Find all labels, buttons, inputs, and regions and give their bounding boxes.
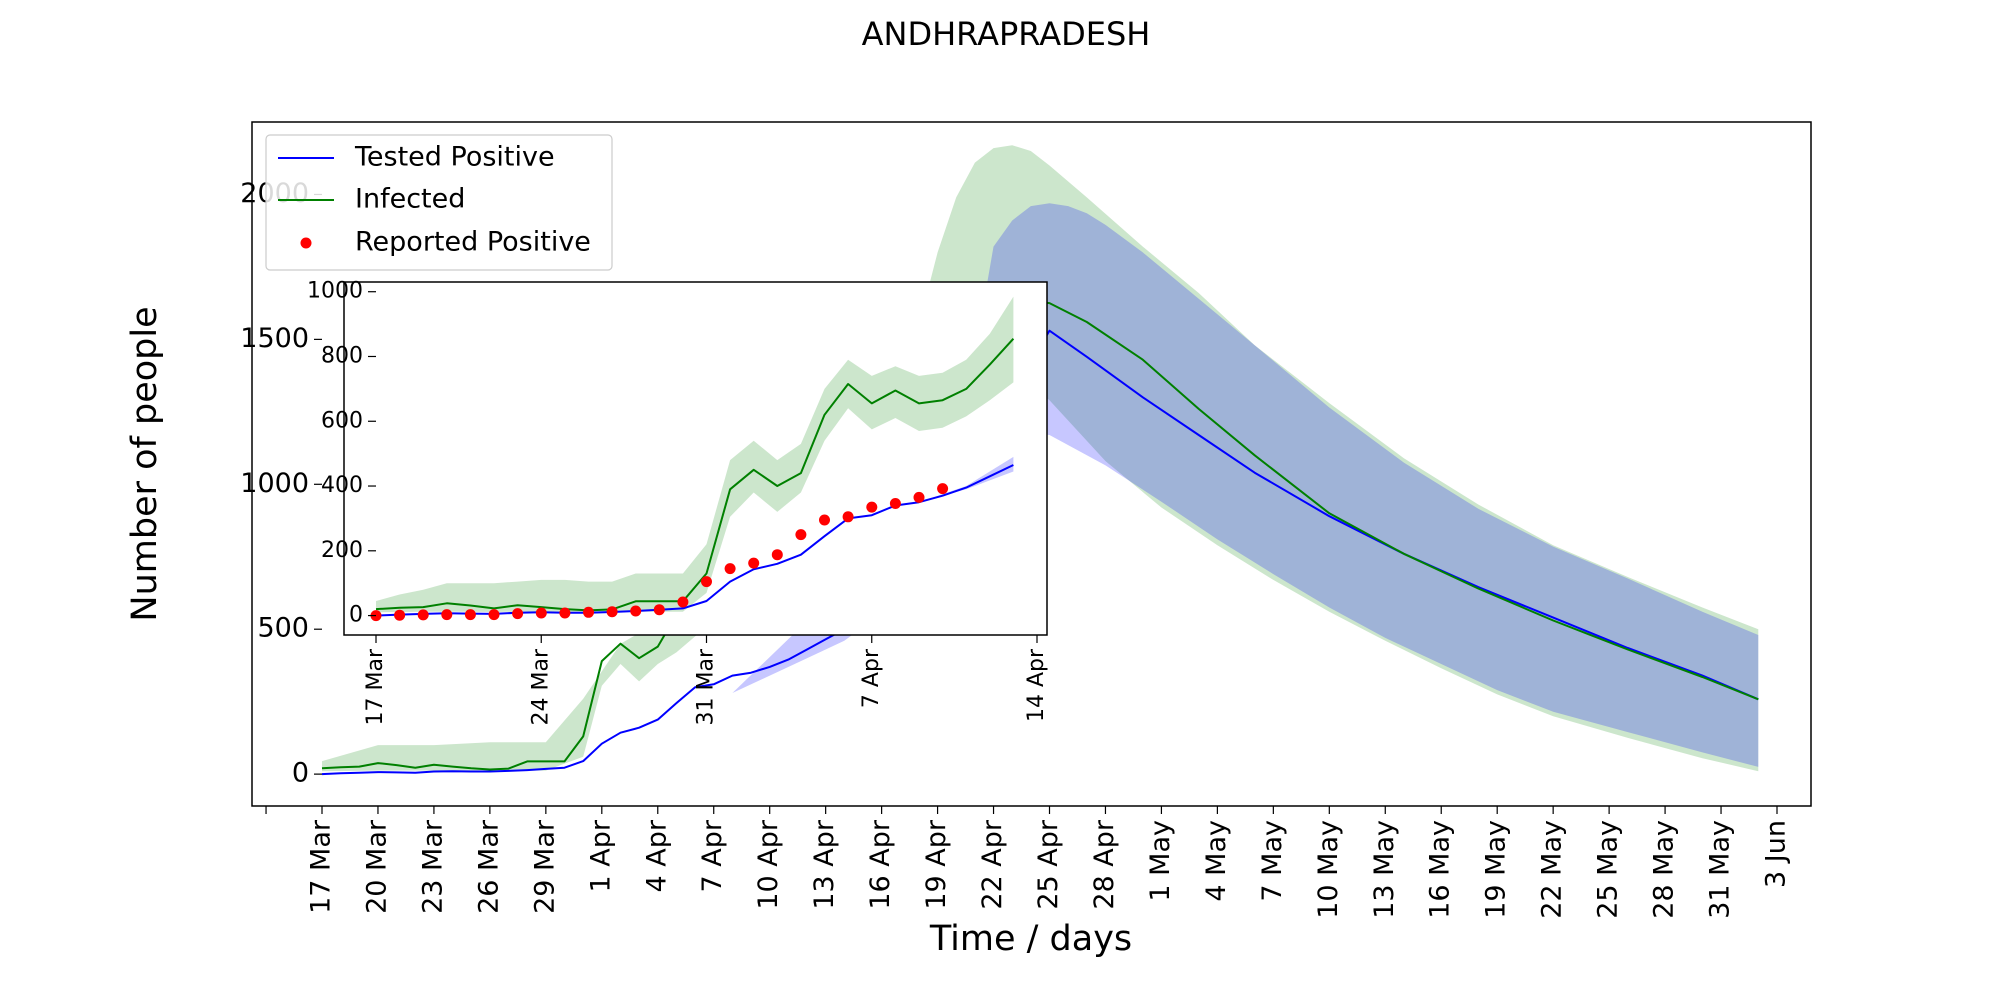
main-x-tick-label: 22 Apr bbox=[977, 819, 1008, 910]
legend-tested-positive-label: Tested Positive bbox=[354, 142, 555, 173]
main-x-tick-label: 3 Jun bbox=[1761, 820, 1792, 888]
inset-reported-positive-point bbox=[394, 609, 406, 621]
main-plot-frame bbox=[251, 121, 1812, 807]
inset-reported-positive-point bbox=[441, 609, 453, 621]
main-x-tick-label: 19 Apr bbox=[921, 819, 952, 910]
inset-reported-positive-point bbox=[889, 498, 901, 509]
main-x-tick-label: 1 Apr bbox=[585, 819, 616, 892]
inset-reported-positive-point bbox=[559, 607, 571, 619]
main-x-tick-label: 7 May bbox=[1257, 820, 1288, 902]
main-x-axis: 17 Mar 20 Mar 23 Mar 26 Mar 29 Mar 1 Apr 4 Apr… bbox=[265, 806, 1792, 919]
inset-reported-positive-point bbox=[464, 609, 476, 621]
x-axis-label: Time / days bbox=[929, 919, 1132, 959]
inset-confidence-bands bbox=[376, 296, 1014, 613]
inset-reported-positive-point bbox=[866, 501, 878, 513]
inset-infected-line bbox=[375, 338, 1015, 612]
main-x-tick-label: 10 May bbox=[1313, 820, 1344, 919]
legend: Tested Positive Infected Reported Positi… bbox=[265, 134, 613, 271]
main-x-tick-label: 17 Mar bbox=[306, 819, 337, 914]
inset-tested-positive-line bbox=[375, 464, 1014, 617]
inset-reported-positive-point bbox=[701, 576, 712, 588]
main-x-tick-label: 16 May bbox=[1425, 820, 1456, 919]
inset-reported-positive-point bbox=[937, 483, 949, 495]
inset-reported-positive-point bbox=[771, 549, 783, 561]
inset-y-tick-label: 400 bbox=[321, 473, 363, 498]
inset-infected-band bbox=[376, 296, 1014, 613]
inset-reported-positive-point bbox=[913, 491, 925, 503]
inset-y-tick-label: 200 bbox=[321, 538, 363, 563]
main-y-tick-label: 1500 bbox=[240, 323, 309, 354]
inset-plot: 0 200 400 600 800 1000 17 Mar 24 Mar 31 Mar 7 Ap… bbox=[307, 279, 1049, 726]
main-x-tick-label: 23 Mar bbox=[417, 819, 448, 914]
main-x-tick-label: 22 May bbox=[1537, 820, 1568, 919]
y-axis-label: Number of people bbox=[125, 306, 165, 621]
inset-reported-positive-point bbox=[748, 557, 760, 569]
main-x-tick-label: 20 Mar bbox=[361, 819, 392, 914]
legend-reported-positive-label: Reported Positive bbox=[355, 227, 591, 258]
legend-frame bbox=[265, 134, 613, 271]
inset-reported-positive-point bbox=[677, 596, 689, 608]
main-x-tick-label: 28 May bbox=[1649, 820, 1680, 919]
main-x-tick-label: 25 Apr bbox=[1033, 819, 1064, 910]
inset-reported-positive-point bbox=[724, 563, 736, 575]
main-x-tick-label: 4 Apr bbox=[641, 819, 672, 892]
main-x-tick-label: 16 Apr bbox=[865, 819, 896, 910]
main-y-tick-label: 1000 bbox=[240, 468, 309, 499]
main-x-tick-label: 31 May bbox=[1705, 820, 1736, 919]
inset-x-tick-label: 17 Mar bbox=[363, 648, 388, 725]
legend-reported-positive-swatch bbox=[300, 237, 312, 249]
main-x-tick-label: 13 May bbox=[1369, 820, 1400, 919]
inset-reported-positive-point bbox=[842, 511, 854, 523]
inset-reported-positive-point bbox=[630, 605, 642, 617]
main-x-tick-label: 4 May bbox=[1201, 820, 1232, 902]
inset-reported-positive-point bbox=[819, 514, 830, 526]
inset-reported-positive-point bbox=[512, 608, 524, 620]
main-y-tick-label: 0 bbox=[292, 758, 309, 789]
main-x-tick-label: 28 Apr bbox=[1089, 819, 1120, 910]
inset-x-tick-label: 7 Apr bbox=[859, 648, 884, 708]
main-tested-positive-line bbox=[321, 329, 1759, 776]
inset-x-tick-label: 31 Mar bbox=[694, 648, 719, 725]
inset-x-tick-label: 24 Mar bbox=[528, 648, 553, 725]
inset-reported-positive-point bbox=[488, 609, 500, 621]
main-x-tick-label: 25 May bbox=[1593, 820, 1624, 919]
inset-x-tick-label: 14 Apr bbox=[1024, 648, 1049, 722]
inset-reported-positive-points bbox=[370, 483, 949, 622]
inset-y-tick-label: 600 bbox=[321, 408, 363, 433]
legend-infected-label: Infected bbox=[355, 184, 465, 215]
inset-reported-positive-point bbox=[417, 609, 429, 621]
inset-reported-positive-point bbox=[535, 607, 547, 619]
main-x-tick-label: 26 Mar bbox=[473, 819, 504, 914]
inset-series-lines bbox=[375, 338, 1015, 617]
inset-y-axis: 0 200 400 600 800 1000 bbox=[307, 279, 376, 628]
chart-title: ANDHRAPRADESH bbox=[862, 15, 1151, 53]
inset-plot-frame bbox=[343, 281, 1048, 636]
inset-reported-positive-point bbox=[795, 529, 807, 541]
inset-reported-positive-point bbox=[653, 604, 665, 616]
main-x-tick-label: 7 Apr bbox=[697, 819, 728, 892]
inset-x-axis: 17 Mar 24 Mar 31 Mar 7 Apr 14 Apr bbox=[363, 635, 1049, 726]
main-x-tick-label: 1 May bbox=[1145, 820, 1176, 902]
inset-y-tick-label: 800 bbox=[321, 343, 363, 368]
inset-reported-positive-point bbox=[606, 606, 618, 618]
inset-y-tick-label: 0 bbox=[349, 603, 363, 628]
main-x-tick-label: 19 May bbox=[1481, 820, 1512, 919]
main-x-tick-label: 29 Mar bbox=[529, 819, 560, 914]
inset-reported-positive-point bbox=[583, 606, 594, 618]
inset-y-tick-label: 1000 bbox=[307, 279, 363, 304]
main-x-tick-label: 10 Apr bbox=[753, 819, 784, 910]
main-y-tick-label: 500 bbox=[257, 613, 309, 644]
main-x-tick-label: 13 Apr bbox=[809, 819, 840, 910]
